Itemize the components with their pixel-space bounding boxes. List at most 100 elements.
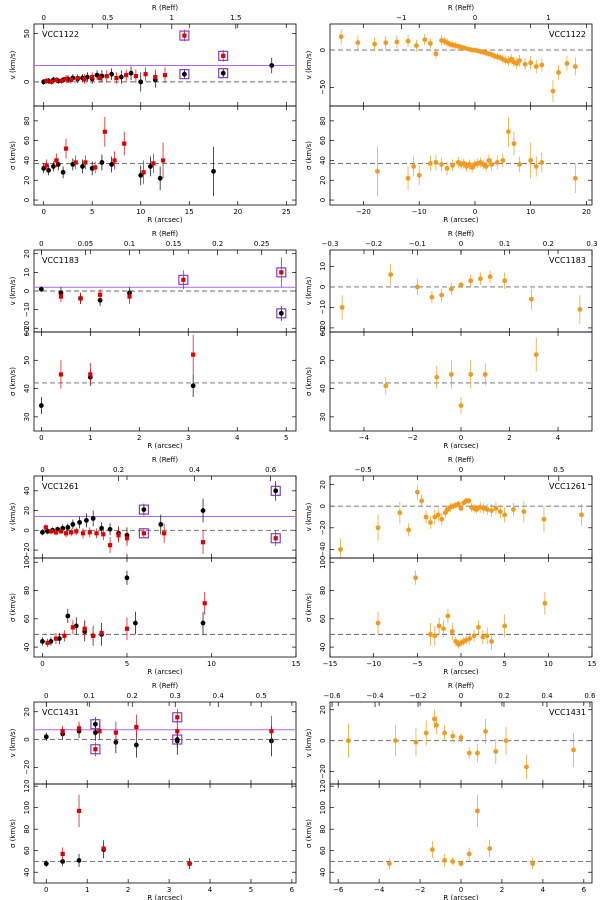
data-point: [53, 530, 59, 535]
top-axis-tick-label: 0.2: [498, 692, 509, 700]
data-point: [493, 505, 499, 511]
bottom-axis-tick-label: −2: [415, 886, 425, 894]
data-point: [468, 372, 474, 377]
data-point: [101, 532, 106, 537]
y-tick-label: 100: [319, 556, 327, 569]
data-point: [428, 631, 433, 637]
data-point: [269, 729, 274, 734]
data-point: [40, 639, 45, 644]
top-axis-tick-label: 0: [39, 240, 43, 248]
data-point: [541, 516, 547, 522]
y-tick-label: −20: [319, 764, 327, 779]
bottom-axis-tick-label: 15: [185, 208, 194, 216]
bottom-axis-tick-label: 4: [235, 434, 240, 442]
data-point: [411, 163, 417, 169]
data-point: [143, 72, 148, 77]
top-axis-tick-label: 0.2: [543, 240, 554, 248]
top-axis-tick-label: 0.5: [102, 14, 113, 22]
data-point: [524, 764, 529, 770]
data-point: [431, 716, 437, 722]
series-minor-axis: [45, 591, 207, 648]
data-point: [191, 352, 196, 357]
data-point: [413, 739, 419, 745]
y-tick-label: 50: [23, 356, 31, 365]
y-axis-label: v (km/s): [9, 276, 17, 305]
y-tick-label: 0: [319, 738, 327, 742]
y-tick-label: 0: [319, 285, 327, 289]
data-point: [124, 575, 130, 581]
data-point: [533, 163, 539, 169]
data-point: [375, 620, 381, 626]
outlier-box: [138, 528, 149, 539]
data-point: [429, 847, 435, 853]
data-point: [44, 78, 49, 84]
y-axis-label: v (km/s): [9, 50, 17, 79]
panel-frame: [329, 105, 593, 206]
data-point: [45, 640, 50, 645]
bottom-axis-tick-label: 0: [39, 434, 43, 442]
data-point: [128, 70, 134, 76]
series-minor-axis: [60, 794, 192, 870]
bottom-axis-tick-label: 1: [85, 886, 89, 894]
bottom-axis-tick-label: 4: [556, 434, 561, 442]
data-point: [471, 633, 477, 639]
data-point: [494, 160, 500, 165]
panel-frame: [33, 557, 297, 658]
y-tick-label: 20: [23, 176, 31, 185]
data-point: [97, 729, 102, 734]
data-point: [124, 73, 129, 78]
top-axis-tick-label: 0.2: [113, 466, 124, 474]
bottom-axis-tick-label: 15: [292, 660, 301, 668]
VCC1122-left-velocity-panel: 0 50 v (km/s): [9, 23, 297, 107]
data-point: [107, 526, 113, 532]
data-point: [522, 61, 528, 67]
data-point: [458, 505, 464, 511]
y-tick-label: 10: [319, 262, 327, 271]
data-point: [435, 512, 441, 518]
bottom-axis-tick-label: 0: [44, 886, 48, 894]
top-axis-tick-label: 1: [546, 14, 550, 22]
data-point: [533, 64, 539, 69]
VCC1183-right-velocity-panel: 10 0 −10 −20 v (km/s): [305, 249, 593, 335]
series-boxed-outliers: [138, 528, 281, 547]
data-point: [579, 512, 584, 518]
data-point: [394, 39, 400, 45]
data-point: [124, 626, 130, 631]
data-point: [182, 33, 187, 38]
data-point: [346, 738, 351, 744]
data-point: [114, 75, 119, 81]
data-point: [46, 167, 51, 173]
y-tick-label: 0: [319, 48, 327, 52]
outlier-box: [218, 50, 229, 61]
top-axis-tick-label: 0: [459, 466, 463, 474]
data-point: [406, 527, 411, 533]
data-point: [127, 294, 132, 299]
data-point: [482, 372, 488, 377]
data-point: [448, 286, 454, 292]
y-tick-label: −10: [23, 302, 31, 317]
data-point: [65, 524, 71, 530]
panel-frame: [33, 331, 297, 432]
bottom-axis-tick-label: 3: [186, 434, 190, 442]
panel-frame: [33, 105, 297, 206]
y-axis-label: σ (km/s): [9, 141, 17, 170]
data-point: [539, 160, 545, 165]
bottom-axis-tick-label: 0: [459, 660, 463, 668]
data-point: [455, 501, 461, 507]
data-point: [273, 536, 278, 541]
y-tick-label: −10: [319, 300, 327, 315]
bottom-axis-tick-label: 5: [284, 434, 288, 442]
top-axis-tick-label: 0.05: [78, 240, 94, 248]
y-tick-label: 10: [23, 268, 31, 277]
data-point: [181, 277, 186, 282]
data-point: [458, 403, 464, 408]
data-point: [76, 858, 82, 863]
data-point: [38, 403, 44, 408]
bottom-axis-tick-label: 6: [290, 886, 295, 894]
y-tick-label: −40: [319, 542, 327, 557]
bottom-axis-tick-label: −2: [407, 434, 417, 442]
data-point: [414, 489, 420, 495]
top-axis-tick-label: 0.1: [499, 240, 510, 248]
data-point: [93, 730, 98, 735]
